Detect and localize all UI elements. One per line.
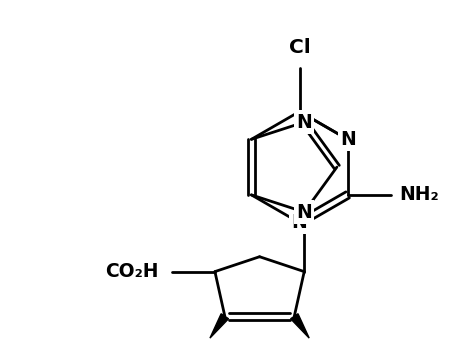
Text: N: N (340, 130, 355, 149)
Text: N: N (291, 213, 307, 232)
Text: N: N (297, 203, 312, 222)
Polygon shape (290, 314, 309, 338)
Text: CO₂H: CO₂H (105, 262, 158, 281)
Text: Cl: Cl (289, 38, 310, 57)
Text: N: N (297, 203, 312, 222)
Text: NH₂: NH₂ (399, 185, 439, 205)
Text: N: N (297, 113, 312, 132)
Polygon shape (210, 314, 228, 338)
